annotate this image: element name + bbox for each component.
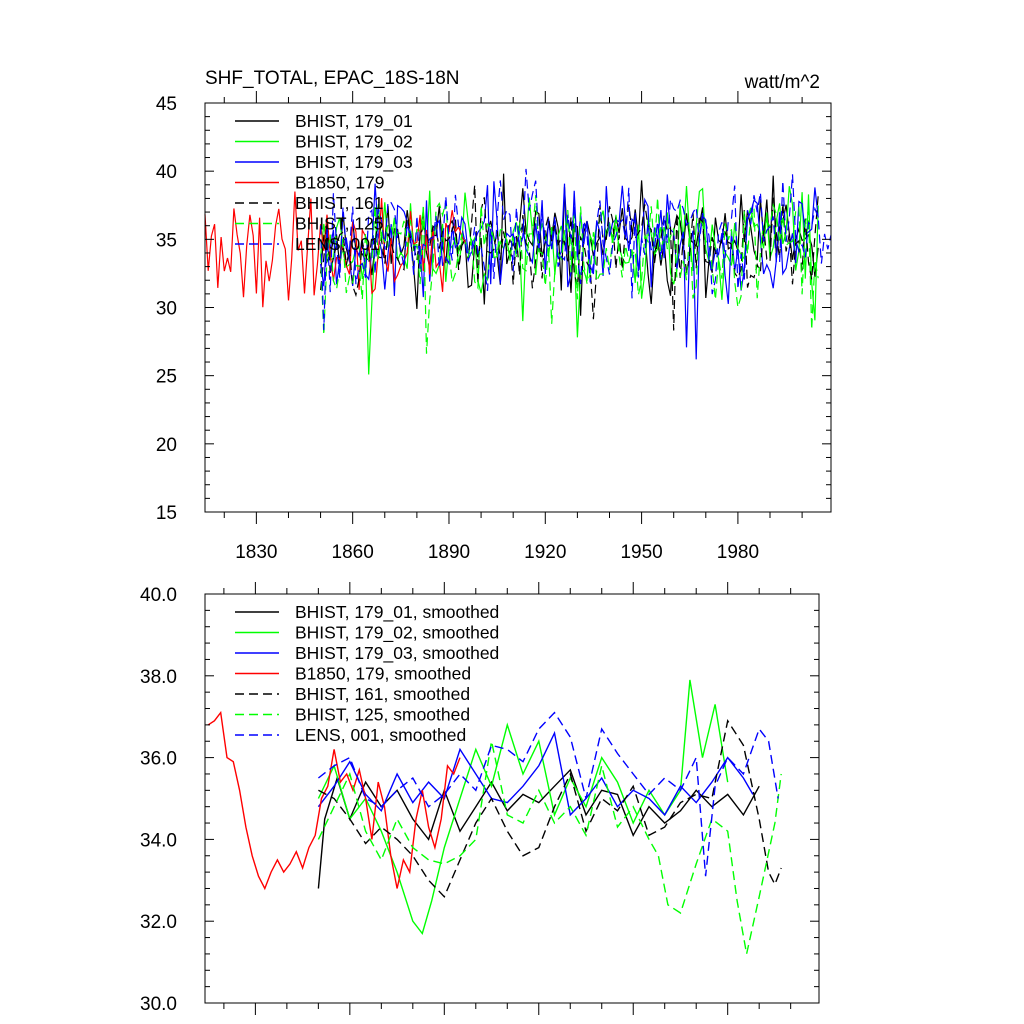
bottom-ytick-label: 30.0 bbox=[140, 994, 177, 1015]
top-chart-title: SHF_TOTAL, EPAC_18S-18N bbox=[205, 68, 460, 89]
top-legend-label-6: LENS, 001 bbox=[295, 234, 380, 254]
bottom-legend-label-3: B1850, 179, smoothed bbox=[295, 664, 471, 684]
top-legend-label-2: BHIST, 179_03 bbox=[295, 152, 413, 173]
top-ytick-label: 30 bbox=[156, 299, 177, 320]
top-xtick-label: 1860 bbox=[332, 542, 374, 563]
top-legend-label-4: BHIST, 161 bbox=[295, 193, 384, 213]
bottom-ytick-label: 36.0 bbox=[140, 749, 177, 770]
top-ytick-label: 25 bbox=[156, 367, 177, 388]
top-legend-label-5: BHIST, 125 bbox=[295, 214, 384, 234]
top-series-lines bbox=[204, 168, 832, 375]
bottom-axes: 30.0 32.0 34.0 36.0 38.0 40.0 bbox=[140, 582, 819, 1015]
bottom-series-line-3 bbox=[207, 710, 461, 891]
top-axes: 15 20 25 30 35 40 45 1830 1860 1890 1920 1950 1980 bbox=[156, 91, 831, 563]
bottom-legend-label-1: BHIST, 179_02, smoothed bbox=[295, 623, 499, 644]
top-legend-label-3: B1850, 179 bbox=[295, 173, 385, 193]
top-xtick-label: 1830 bbox=[235, 542, 277, 563]
bottom-legend-label-5: BHIST, 125, smoothed bbox=[295, 705, 470, 725]
top-series-line-2 bbox=[320, 181, 819, 360]
bottom-ytick-label: 34.0 bbox=[140, 830, 177, 851]
bottom-series-line-6 bbox=[317, 711, 779, 877]
bottom-legend-label-2: BHIST, 179_03, smoothed bbox=[295, 643, 499, 664]
top-ytick-label: 40 bbox=[156, 162, 177, 183]
top-xtick-label: 1890 bbox=[428, 542, 470, 563]
bottom-series-lines bbox=[207, 679, 782, 955]
top-chart-units: watt/m^2 bbox=[744, 72, 820, 93]
top-legend-label-1: BHIST, 179_02 bbox=[295, 132, 413, 153]
top-xtick-label: 1950 bbox=[620, 542, 662, 563]
top-xtick-label: 1920 bbox=[524, 542, 566, 563]
bottom-series-line-5 bbox=[317, 741, 782, 955]
bottom-series-line-2 bbox=[317, 730, 754, 817]
bottom-series-line-4 bbox=[318, 718, 782, 898]
top-ytick-label: 15 bbox=[156, 503, 177, 524]
top-ytick-label: 20 bbox=[156, 435, 177, 456]
bottom-ytick-label: 40.0 bbox=[140, 585, 177, 606]
bottom-series-line-0 bbox=[317, 768, 760, 889]
bottom-legend-label-6: LENS, 001, smoothed bbox=[295, 725, 466, 745]
top-legend-label-0: BHIST, 179_01 bbox=[295, 111, 413, 132]
top-ytick-label: 35 bbox=[156, 230, 177, 251]
top-chart-panel: SHF_TOTAL, EPAC_18S-18N watt/m^2 BHIST, … bbox=[156, 68, 832, 563]
bottom-ytick-label: 38.0 bbox=[140, 667, 177, 688]
top-series-line-6 bbox=[320, 168, 832, 331]
top-series-line-5 bbox=[320, 195, 819, 354]
bottom-plot-frame bbox=[204, 593, 820, 1004]
top-series-line-0 bbox=[320, 173, 819, 316]
bottom-legend-label-0: BHIST, 179_01, smoothed bbox=[295, 602, 499, 623]
top-xtick-label: 1980 bbox=[717, 542, 759, 563]
top-ytick-label: 45 bbox=[156, 94, 177, 115]
bottom-ytick-label: 32.0 bbox=[140, 912, 177, 933]
bottom-legend-label-4: BHIST, 161, smoothed bbox=[295, 684, 470, 704]
